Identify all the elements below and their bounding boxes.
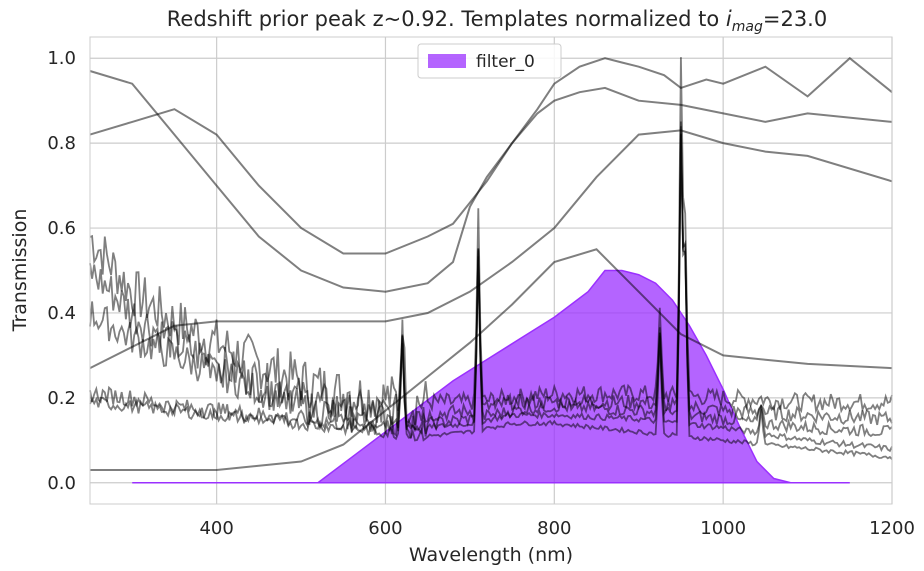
y-tick-label-0: 0.0	[47, 473, 76, 494]
template-spectrum-2	[89, 126, 893, 439]
title-main: Redshift prior peak z~0.92. Templates no…	[167, 7, 726, 31]
title-math-base: i	[726, 7, 732, 31]
template-line-0	[89, 56, 893, 293]
legend-box	[417, 43, 562, 79]
x-tick-label-4: 1200	[869, 518, 915, 539]
title-math-sub: mag	[732, 19, 763, 35]
y-tick-label-4: 0.8	[47, 133, 76, 154]
y-axis-title: Transmission	[9, 209, 31, 333]
x-tick-label-1: 600	[368, 518, 402, 539]
x-tick-label-3: 1000	[700, 518, 746, 539]
y-tick-label-3: 0.6	[47, 218, 76, 239]
y-tick-labels: 0.0 0.2 0.4 0.6 0.8 1.0	[47, 48, 76, 494]
chart-title: Redshift prior peak z~0.92. Templates no…	[167, 7, 827, 35]
template-line-3	[90, 248, 893, 471]
template-spectrum-4	[89, 133, 893, 460]
x-tick-labels: 400 600 800 1000 1200	[199, 518, 914, 539]
template-line-1	[89, 86, 893, 255]
legend: filter_0	[417, 43, 562, 79]
template-spectrum-3	[89, 134, 893, 453]
template-spectrum-0	[89, 57, 893, 425]
y-tick-label-1: 0.2	[47, 388, 76, 409]
title-suffix: =23.0	[763, 7, 827, 31]
y-tick-label-2: 0.4	[47, 303, 76, 324]
x-axis-title: Wavelength (nm)	[409, 544, 573, 566]
x-tick-label-0: 400	[199, 518, 233, 539]
plot-frame	[89, 36, 893, 505]
x-tick-label-2: 800	[537, 518, 571, 539]
template-lines-layer	[89, 56, 893, 471]
legend-swatch-filter-0	[428, 54, 466, 68]
y-tick-label-5: 1.0	[47, 48, 76, 69]
legend-label-filter-0: filter_0	[476, 52, 535, 72]
